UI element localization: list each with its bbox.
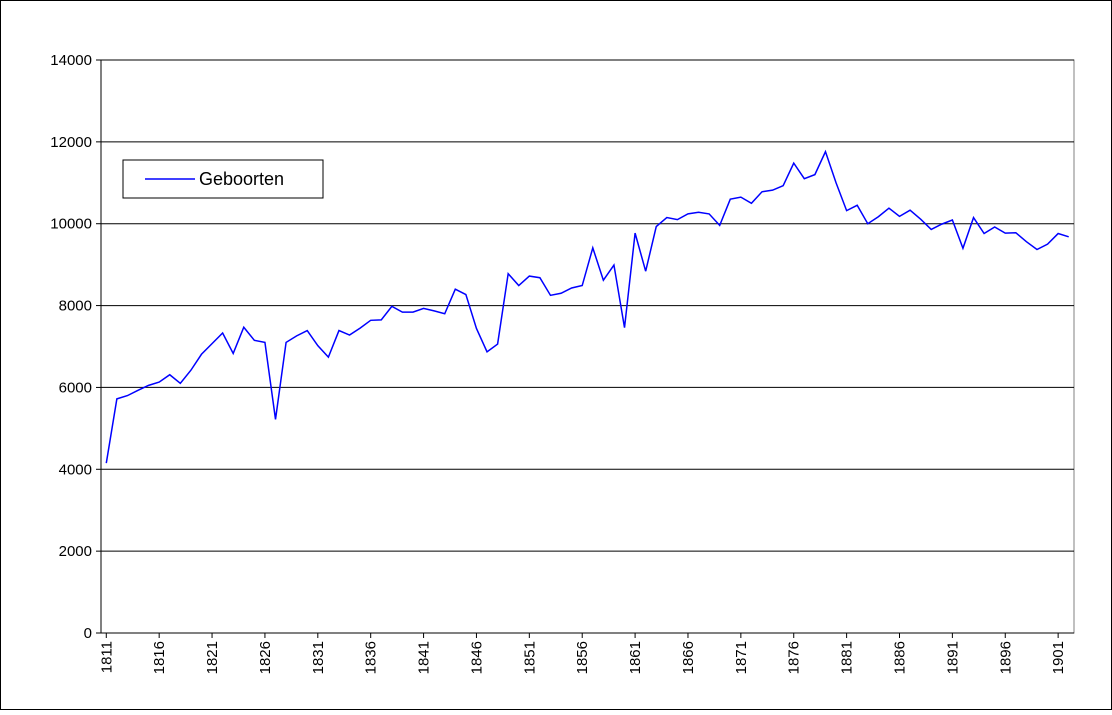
- x-tick-label: 1816: [151, 641, 168, 674]
- x-tick-label: 1851: [521, 641, 538, 674]
- x-tick-label: 1896: [997, 641, 1014, 674]
- x-tick-label: 1856: [574, 641, 591, 674]
- y-tick-label: 2000: [59, 543, 92, 560]
- x-tick-label: 1831: [310, 641, 327, 674]
- x-tick-label: 1826: [257, 641, 274, 674]
- y-tick-label: 6000: [59, 379, 92, 396]
- x-tick-label: 1876: [786, 641, 803, 674]
- y-tick-label: 14000: [50, 52, 92, 69]
- y-tick-label: 8000: [59, 298, 92, 315]
- x-tick-label: 1841: [416, 641, 433, 674]
- x-tick-label: 1891: [944, 641, 961, 674]
- x-tick-label: 1811: [98, 641, 115, 673]
- legend-label: Geboorten: [199, 169, 284, 189]
- y-tick-label: 12000: [50, 134, 92, 151]
- x-tick-label: 1846: [468, 641, 485, 674]
- x-tick-label: 1871: [733, 641, 750, 674]
- series-line: [105, 149, 1069, 464]
- x-tick-label: 1821: [204, 641, 221, 674]
- x-tick-label: 1901: [1050, 641, 1067, 674]
- y-tick-label: 0: [84, 625, 92, 642]
- x-tick-label: 1881: [839, 641, 856, 674]
- y-tick-label: 4000: [59, 461, 92, 478]
- x-tick-label: 1886: [891, 641, 908, 674]
- x-tick-label: 1836: [363, 641, 380, 674]
- x-tick-label: 1861: [627, 641, 644, 674]
- plot-area: [100, 59, 1075, 634]
- y-tick-label: 10000: [50, 216, 92, 233]
- x-tick-label: 1866: [680, 641, 697, 674]
